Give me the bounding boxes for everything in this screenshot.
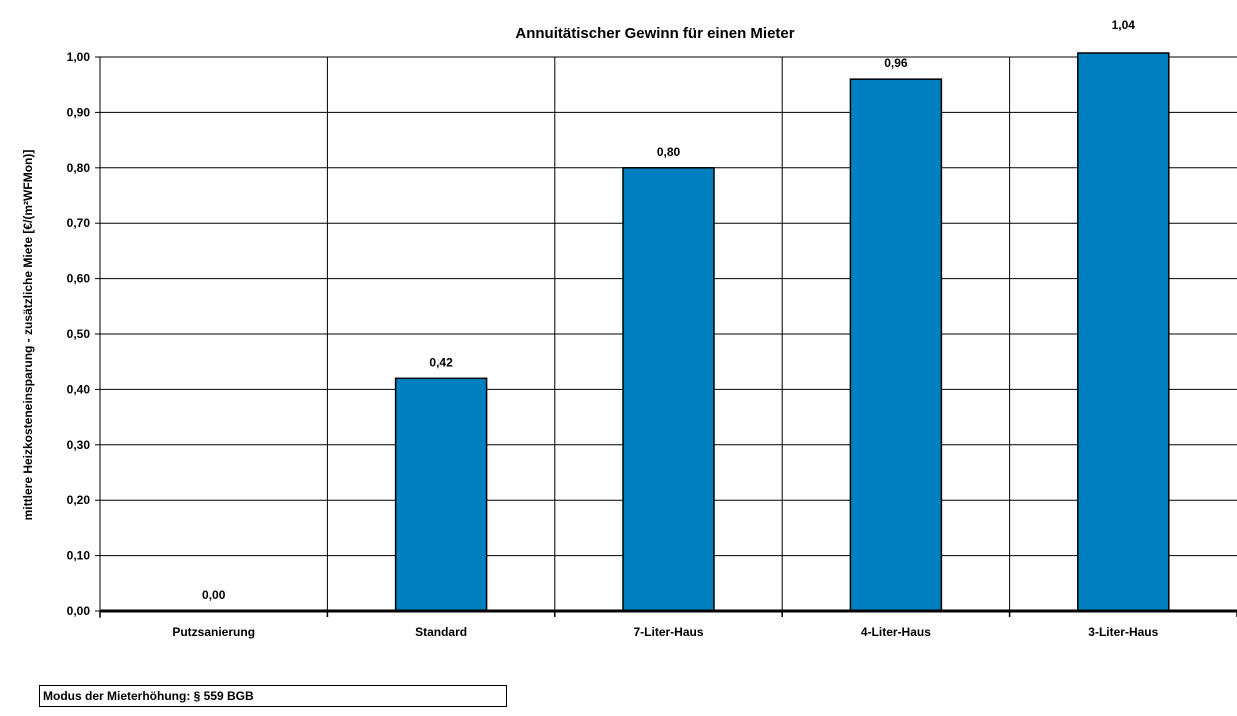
chart-title: Annuitätischer Gewinn für einen Mieter (515, 25, 794, 42)
y-tick-label: 0,30 (67, 438, 91, 452)
y-tick-label: 1,00 (67, 50, 91, 64)
labels-layer: 0,00 0,10 0,20 0,30 0,40 0,50 0,60 0,70 0,80 0,90… (67, 18, 1159, 639)
y-tick-label: 0,10 (67, 549, 91, 563)
data-label: 0,80 (657, 145, 681, 159)
mode-label: Modus der Mieterhöhung: § 559 BGB (43, 689, 254, 703)
y-tick-label: 0,60 (67, 272, 91, 286)
bars-layer (394, 52, 1170, 612)
bar (1077, 52, 1170, 612)
data-label: 1,04 (1112, 18, 1136, 32)
data-label: 0,00 (202, 588, 226, 602)
y-axis-label: mittlere Heizkosteneinsparung - zusätzli… (21, 150, 35, 521)
y-tick-label: 0,80 (67, 161, 91, 175)
bar (394, 377, 488, 612)
x-tick-label: Putzsanierung (172, 625, 255, 639)
y-tick-label: 0,00 (67, 604, 91, 618)
x-tick-label: 7-Liter-Haus (633, 625, 703, 639)
data-label: 0,42 (429, 355, 453, 369)
y-tick-label: 0,70 (67, 216, 91, 230)
y-tick-label: 0,50 (67, 327, 91, 341)
x-tick-label: Standard (415, 625, 467, 639)
x-tick-label: 4-Liter-Haus (861, 625, 931, 639)
axis-layer (95, 56, 1237, 618)
data-label: 0,96 (884, 56, 908, 70)
bar (622, 167, 715, 612)
mode-info-box: Modus der Mieterhöhung: § 559 BGB (39, 685, 507, 707)
y-tick-label: 0,40 (67, 382, 91, 396)
y-tick-label: 0,90 (67, 105, 91, 119)
bar (849, 78, 943, 612)
y-tick-label: 0,20 (67, 493, 91, 507)
x-tick-label: 3-Liter-Haus (1088, 625, 1158, 639)
